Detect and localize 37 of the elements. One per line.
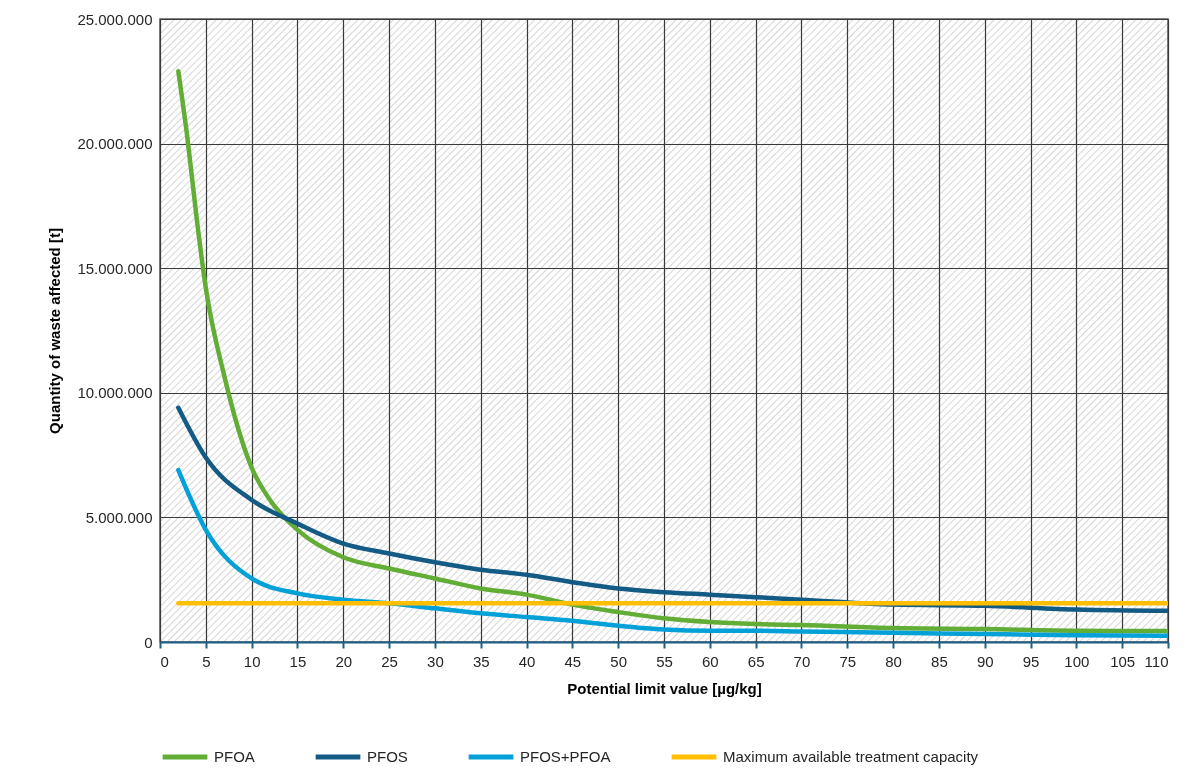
y-tick-label: 5.000.000 (85, 508, 153, 526)
x-tick-label: 5 (202, 652, 211, 670)
line-series (176, 467, 1168, 639)
x-tick-label: 25 (381, 652, 398, 670)
x-tick-label: 70 (793, 652, 811, 670)
legend-label: Maximum available treatment capacity (723, 748, 979, 765)
x-tick-label: 40 (518, 652, 536, 670)
legend-label: PFOS (367, 748, 408, 765)
x-tick-label: 100 (1064, 652, 1090, 670)
x-tick-label: 75 (839, 652, 857, 670)
legend-label: PFOS+PFOA (520, 748, 611, 765)
x-tick-label: 20 (335, 652, 353, 670)
x-tick-label: 80 (885, 652, 902, 670)
legend-label: PFOA (214, 748, 255, 765)
x-tick-label: 105 (1110, 652, 1136, 670)
x-tick-label: 15 (289, 652, 307, 670)
x-tick-label: 10 (243, 652, 261, 670)
y-tick-label: 20.000.000 (77, 135, 153, 153)
x-tick-label: 50 (610, 652, 628, 670)
x-axis-title: Potential limit value [µg/kg] (567, 679, 762, 697)
x-tick-label: 90 (976, 652, 994, 670)
y-axis-title: Quantity of waste affected [t] (46, 228, 64, 434)
x-tick-label: 110 (1144, 652, 1169, 670)
x-tick-label: 55 (656, 652, 673, 670)
x-tick-label: 60 (701, 652, 719, 670)
y-tick-label: 10.000.000 (77, 384, 153, 402)
x-tick-label: 30 (427, 652, 444, 670)
y-tick-label: 15.000.000 (77, 259, 153, 277)
x-tick-label: 85 (931, 652, 948, 670)
x-tick-label: 45 (564, 652, 582, 670)
x-tick-label: 95 (1022, 652, 1040, 670)
x-tick-label: 65 (747, 652, 765, 670)
x-tick-label: 35 (472, 652, 490, 670)
x-tick-label: 0 (160, 652, 169, 670)
line-series (176, 69, 1168, 634)
y-tick-label: 25.000.000 (77, 10, 153, 28)
y-tick-label: 0 (144, 633, 153, 651)
